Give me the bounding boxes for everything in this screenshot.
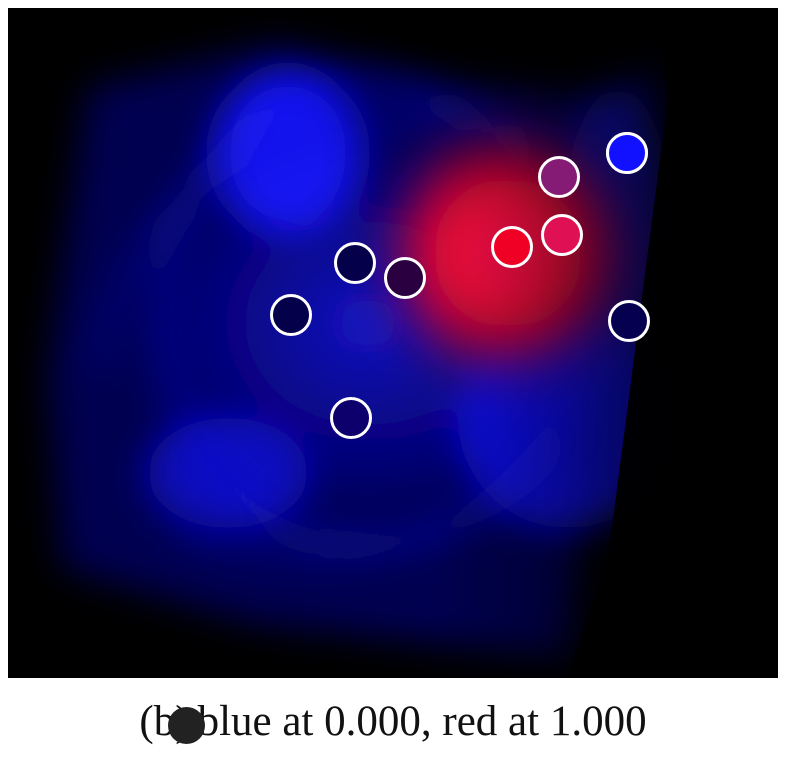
heatmap-image xyxy=(8,8,778,678)
marker-6 xyxy=(491,226,533,268)
marker-8 xyxy=(538,156,580,198)
cursor-dot-icon xyxy=(168,707,205,744)
marker-10 xyxy=(608,300,650,342)
marker-4 xyxy=(330,397,372,439)
marker-2 xyxy=(270,294,312,336)
marker-1 xyxy=(334,242,376,284)
marker-9 xyxy=(606,132,648,174)
marker-circles xyxy=(270,132,650,439)
right-black-corner xyxy=(568,8,778,678)
marker-7 xyxy=(541,214,583,256)
marker-3 xyxy=(384,257,426,299)
caption-text: blue at 0.000, red at 1.000 xyxy=(197,698,647,745)
caption: (b) blue at 0.000, red at 1.000 xyxy=(0,694,786,750)
heatmap-svg xyxy=(8,8,778,678)
